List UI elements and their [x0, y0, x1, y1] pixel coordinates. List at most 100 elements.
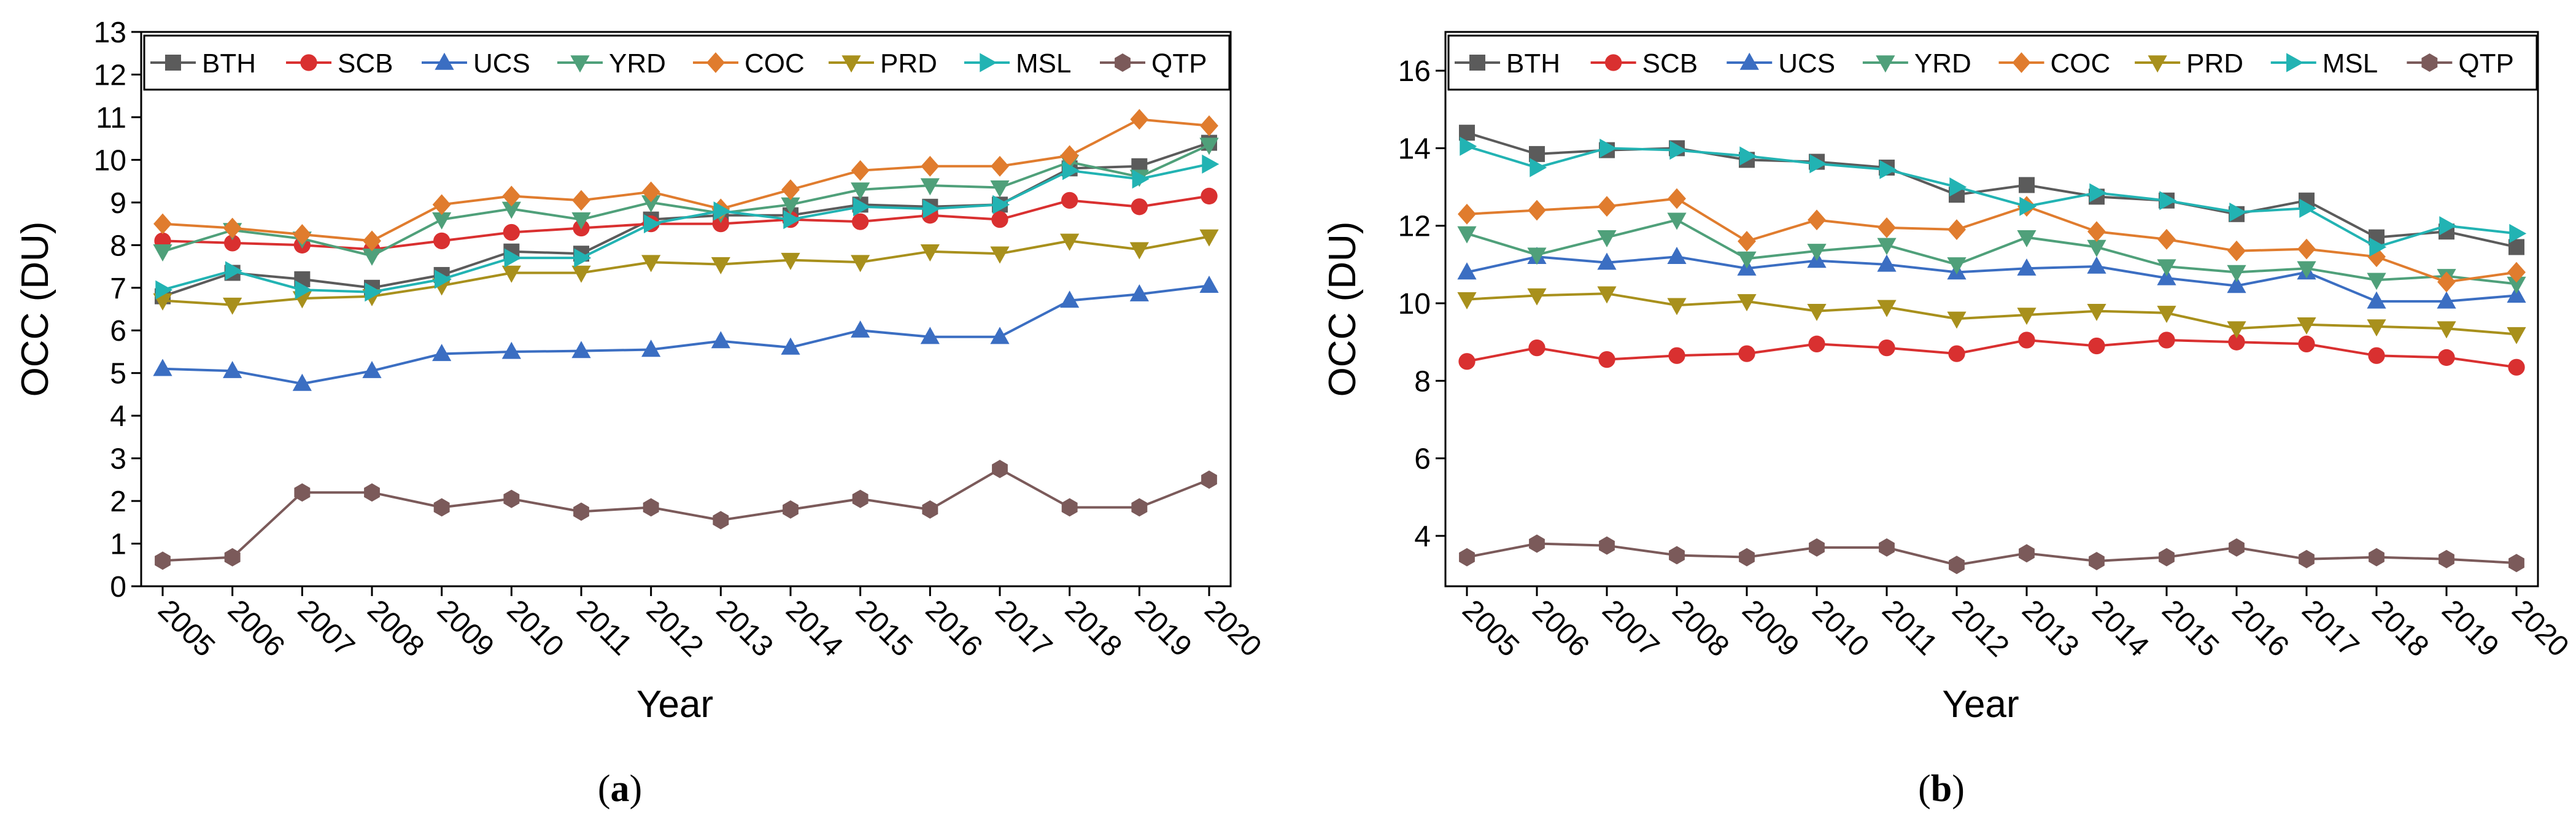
data-point: [1668, 347, 1685, 364]
series-bth: [155, 134, 1217, 304]
data-point: [2229, 538, 2245, 557]
data-point: [1597, 230, 1617, 247]
x-tick-label: 2018: [2365, 594, 2435, 663]
data-point: [1947, 311, 1967, 329]
legend-label-scb: SCB: [338, 48, 393, 79]
series-line: [1466, 338, 2517, 369]
legend-label-bth: BTH: [202, 48, 256, 79]
data-point: [1737, 251, 1757, 269]
x-tick-label: 2006: [1526, 594, 1595, 663]
data-point: [153, 359, 172, 376]
series-line: [1466, 145, 2517, 249]
data-point: [1598, 196, 1616, 217]
data-point: [501, 201, 521, 219]
data-point: [1807, 244, 1827, 262]
data-point: [2017, 230, 2036, 247]
data-point: [433, 498, 450, 517]
data-point: [503, 223, 520, 241]
x-tick-label: 2017: [989, 594, 1058, 663]
x-axis-label: Year: [636, 683, 713, 726]
data-point: [2019, 196, 2037, 216]
x-tick-label: 2007: [1596, 594, 1665, 663]
data-point: [2368, 347, 2385, 364]
x-tick-label: 2014: [779, 594, 849, 663]
panel-caption: (a): [598, 768, 642, 810]
data-point: [1458, 203, 1476, 225]
series-line: [1466, 542, 2517, 567]
x-tick-label: 2019: [1129, 594, 1198, 663]
data-point: [2157, 268, 2176, 285]
data-point: [504, 248, 522, 268]
data-point: [1199, 276, 1219, 293]
data-point: [2509, 223, 2527, 243]
x-tick-label: 2008: [1666, 594, 1735, 663]
data-point: [2367, 273, 2386, 290]
data-point: [224, 235, 241, 252]
data-point: [2507, 327, 2526, 344]
y-tick-label: 7: [110, 273, 126, 305]
data-point: [574, 248, 592, 268]
series-line: [162, 163, 1210, 293]
data-point: [711, 331, 730, 349]
data-point: [1458, 353, 1476, 370]
x-tick-label: 2020: [2505, 594, 2575, 663]
series-coc: [1458, 188, 2526, 293]
data-point: [2507, 262, 2526, 283]
y-tick-label: 2: [110, 486, 126, 518]
data-point: [2298, 335, 2315, 352]
data-point: [365, 282, 382, 302]
legend-marker: [300, 54, 317, 71]
series-msl: [155, 154, 1220, 302]
data-point: [2158, 332, 2175, 349]
data-point: [991, 211, 1008, 228]
data-point: [853, 197, 870, 217]
series-line: [162, 118, 1210, 242]
caption-close-paren: ): [630, 768, 643, 810]
data-point: [155, 280, 173, 300]
x-tick-label: 2005: [1456, 594, 1525, 663]
data-point: [1527, 288, 1547, 306]
data-point: [2017, 258, 2036, 276]
data-point: [852, 213, 869, 230]
data-point: [921, 155, 940, 177]
data-point: [362, 248, 382, 266]
data-point: [1131, 198, 1148, 215]
data-point: [1201, 470, 1217, 489]
data-point: [364, 483, 380, 502]
x-tick-label: 2009: [1736, 594, 1805, 663]
data-point: [713, 201, 731, 221]
x-tick-label: 2008: [361, 594, 430, 663]
data-point: [1060, 145, 1079, 166]
data-point: [2439, 549, 2454, 568]
legend-label-qtp: QTP: [1151, 48, 1207, 79]
data-point: [434, 269, 452, 289]
x-tick-label: 2010: [1806, 594, 1875, 663]
data-point: [1737, 294, 1757, 312]
data-point: [990, 246, 1010, 264]
data-point: [781, 197, 800, 215]
x-tick-label: 2011: [1876, 594, 1943, 661]
legend-label-msl: MSL: [2323, 48, 2378, 79]
data-point: [1877, 238, 1897, 255]
data-point: [2508, 359, 2525, 376]
data-point: [643, 214, 661, 234]
data-point: [153, 244, 172, 262]
data-point: [1599, 536, 1615, 555]
x-tick-label: 2006: [222, 594, 291, 663]
data-point: [1738, 231, 1756, 252]
data-point: [1809, 154, 1827, 174]
data-point: [2437, 291, 2456, 309]
y-tick-label: 5: [110, 358, 126, 390]
series-line: [162, 195, 1210, 251]
x-tick-label: 2016: [2226, 594, 2295, 663]
data-point: [781, 252, 800, 270]
data-point: [711, 257, 730, 274]
data-point: [992, 460, 1008, 478]
legend-marker: [2148, 55, 2167, 73]
data-point: [2369, 237, 2387, 257]
x-tick-label: 2020: [1198, 594, 1267, 663]
data-point: [2438, 349, 2455, 366]
y-axis-label: OCC (DU): [1321, 222, 1364, 397]
